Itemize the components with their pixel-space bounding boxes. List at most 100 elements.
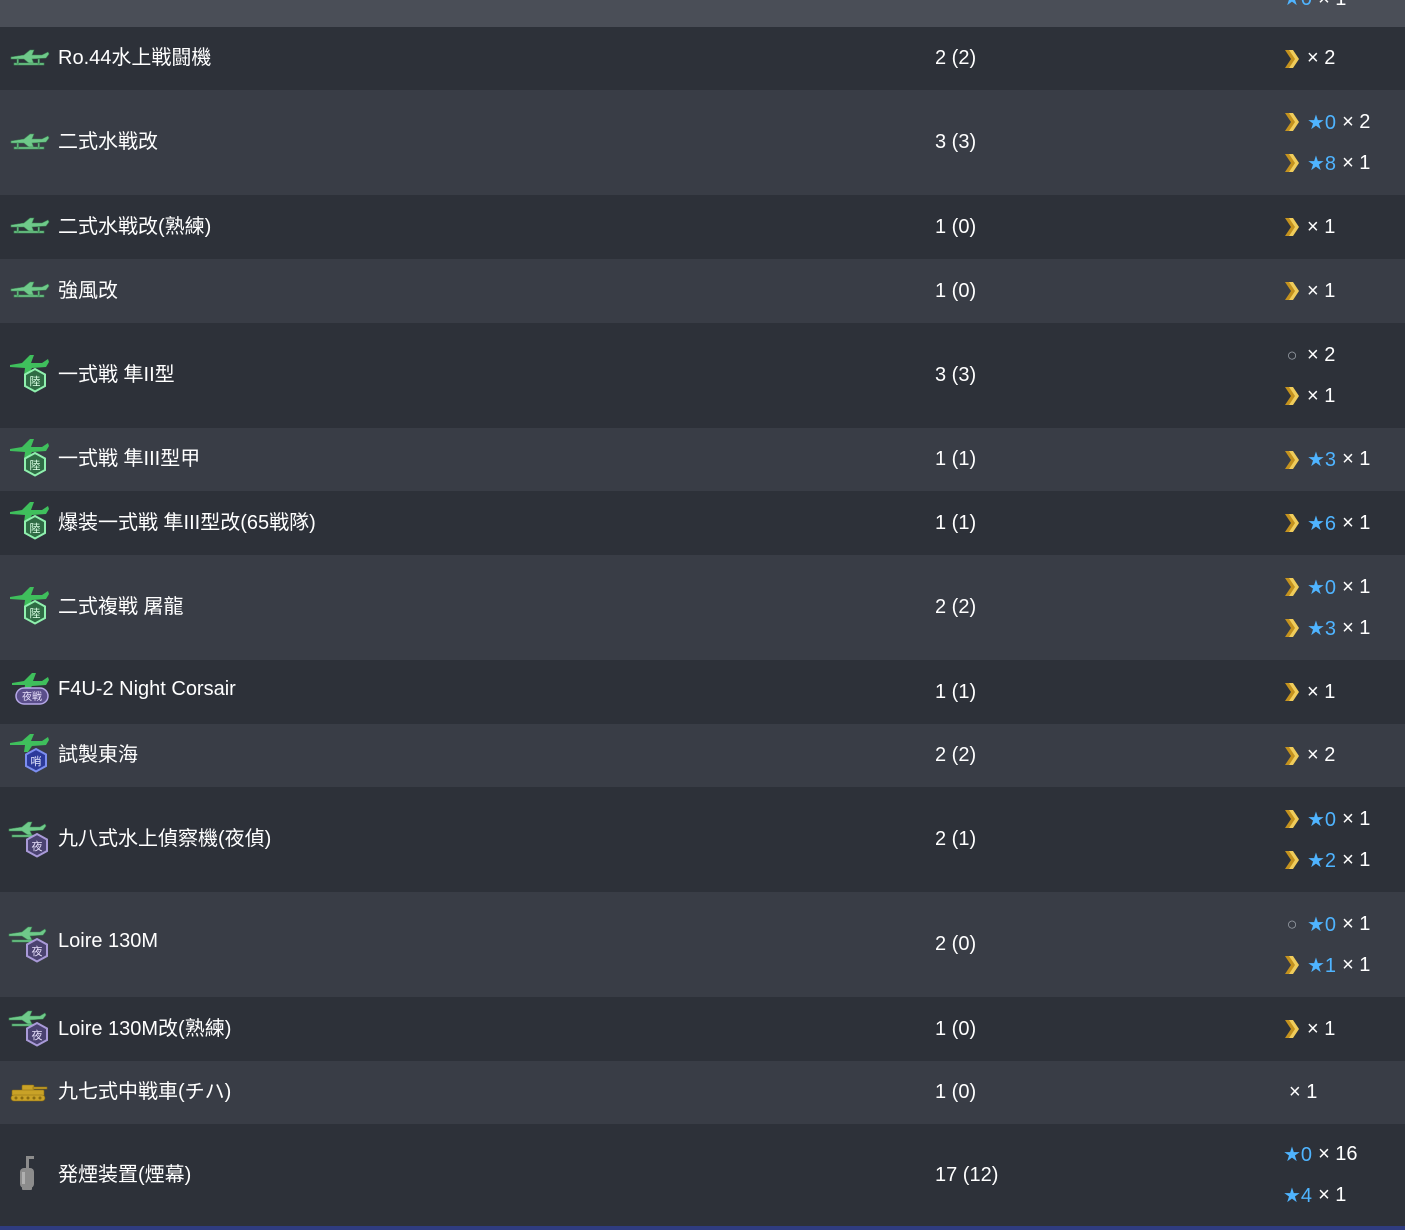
proficiency-line: × 1 bbox=[1283, 376, 1335, 417]
equipment-count: 1 (1) bbox=[935, 511, 977, 534]
proficiency-line: ★0 × 2 bbox=[1283, 102, 1370, 143]
star-level: ★2 bbox=[1307, 849, 1337, 872]
star-level: ★6 bbox=[1307, 512, 1337, 535]
table-row: 強風改 1 (0) × 1 bbox=[0, 259, 1405, 323]
count-multiplier: × 1 bbox=[1342, 511, 1371, 534]
table-row: Ro.44水上戦闘機 2 (2) × 2 bbox=[0, 27, 1405, 90]
proficiency-chevron-icon bbox=[1285, 450, 1299, 469]
svg-text:陸: 陸 bbox=[30, 459, 41, 472]
proficiency-line: ★0× 1 bbox=[1283, 0, 1346, 11]
proficiency-line: ★1 × 1 bbox=[1283, 945, 1370, 986]
proficiency-line: × 1 bbox=[1283, 1072, 1317, 1113]
equipment-count: 2 (0) bbox=[935, 933, 977, 955]
equipment-name-cell: 陸 二式複戦 屠龍 bbox=[0, 555, 184, 660]
count-multiplier: × 1 bbox=[1342, 807, 1371, 830]
equipment-name: 発煙装置(煙幕) bbox=[58, 1163, 192, 1186]
equipment-name: Loire 130M bbox=[58, 930, 159, 952]
equipment-name-cell: 哨 試製東海 bbox=[0, 724, 138, 787]
land-fighter-icon: 陸 bbox=[8, 500, 50, 542]
proficiency-cell: × 2 bbox=[1283, 27, 1335, 90]
night-seaplane-icon: 夜 bbox=[8, 1006, 50, 1048]
count-multiplier: × 1 bbox=[1342, 151, 1371, 174]
equipment-name: Loire 130M改(熟練) bbox=[58, 1017, 232, 1040]
table-row: 夜戦 F4U-2 Night Corsair 1 (1) × 1 bbox=[0, 660, 1405, 724]
table-row: 二式水戦改 3 (3) ★0 × 2 ★8 × 1 bbox=[0, 90, 1405, 195]
equipment-count: 1 (1) bbox=[935, 448, 977, 470]
equipment-name-cell: 二式水戦改 bbox=[0, 90, 158, 195]
table-row: 陸 一式戦 隼II型 3 (3) ○ × 2 × 1 bbox=[0, 323, 1405, 428]
equipment-name: 九八式水上偵察機(夜偵) bbox=[58, 828, 272, 850]
proficiency-cell: × 1 bbox=[1283, 259, 1335, 323]
table-row: 陸二式複戦 屠龍 2 (2) ★0 × 1 ★3 × 1 bbox=[0, 555, 1405, 660]
count-multiplier: × 1 bbox=[1307, 279, 1336, 302]
star-level: ★0 bbox=[1307, 808, 1337, 831]
equipment-count: 1 (0) bbox=[935, 215, 977, 238]
equipment-count: 2 (2) bbox=[935, 744, 977, 766]
table-row: 夜 Loire 130M 2 (0) ○ ★0 × 1 ★1 × 1 bbox=[0, 892, 1405, 997]
equipment-name: 爆装一式戦 隼III型改(65戦隊) bbox=[58, 511, 316, 534]
proficiency-cell: × 1 bbox=[1283, 195, 1335, 259]
equipment-name-cell: 陸 爆装一式戦 隼III型改(65戦隊) bbox=[0, 491, 316, 555]
proficiency-chevron-icon bbox=[1285, 387, 1299, 405]
star-level: ★4 bbox=[1283, 1185, 1313, 1207]
svg-text:夜: 夜 bbox=[32, 839, 43, 853]
proficiency-cell: ★0 × 1 ★3 × 1 bbox=[1283, 555, 1370, 660]
proficiency-cell: ★3 × 1 bbox=[1283, 428, 1370, 491]
bottom-border bbox=[0, 1226, 1405, 1230]
equipment-name-cell: 発煙装置(煙幕) bbox=[0, 1124, 191, 1226]
proficiency-chevron-icon bbox=[1285, 956, 1299, 974]
count-multiplier: × 1 bbox=[1342, 953, 1371, 976]
count-multiplier: × 2 bbox=[1307, 744, 1336, 766]
seaplane-fighter-icon bbox=[8, 36, 50, 78]
star-level: ★0 bbox=[1307, 913, 1337, 936]
proficiency-line: ★8 × 1 bbox=[1283, 143, 1370, 184]
proficiency-chevron-icon bbox=[1285, 810, 1299, 828]
star-level: ★3 bbox=[1307, 449, 1337, 471]
svg-text:陸: 陸 bbox=[30, 375, 41, 388]
equipment-name: 一式戦 隼II型 bbox=[58, 364, 175, 386]
star-level: ★8 bbox=[1307, 152, 1337, 175]
proficiency-line: ○ × 2 bbox=[1283, 335, 1336, 376]
count-multiplier: × 1 bbox=[1318, 0, 1346, 10]
equipment-name: 二式複戦 屠龍 bbox=[58, 596, 184, 618]
night-fighter-icon: 夜戦 bbox=[8, 669, 50, 711]
count-multiplier: × 1 bbox=[1307, 384, 1336, 407]
equipment-name: 九七式中戦車(チハ) bbox=[58, 1081, 232, 1103]
proficiency-chevron-icon bbox=[1285, 113, 1299, 131]
equipment-name: 一式戦 隼III型甲 bbox=[58, 448, 201, 470]
count-multiplier: × 2 bbox=[1342, 110, 1371, 133]
proficiency-line: ★0× 1 bbox=[1283, 567, 1370, 608]
equipment-name: 強風改 bbox=[58, 279, 118, 302]
equipment-count: 1 (0) bbox=[935, 1017, 977, 1040]
proficiency-cell: ○ ★0 × 1 ★1 × 1 bbox=[1283, 892, 1370, 997]
table-row: 哨 試製東海 2 (2) × 2 bbox=[0, 724, 1405, 787]
star-level: ★3 bbox=[1307, 617, 1337, 640]
seaplane-fighter-icon bbox=[8, 268, 50, 310]
equipment-count: 1 (0) bbox=[935, 279, 977, 302]
table-row: 二式水戦改(熟練) 1 (0) × 1 bbox=[0, 195, 1405, 259]
equipment-count: 1 (0) bbox=[935, 1081, 977, 1103]
proficiency-line: × 2 bbox=[1283, 38, 1335, 79]
equipment-name-cell: 夜 Loire 130M bbox=[0, 892, 158, 997]
proficiency-chevron-icon bbox=[1285, 218, 1299, 236]
proficiency-cell: ★6 × 1 bbox=[1283, 491, 1370, 555]
table-row: 陸 一式戦 隼III型甲 1 (1) ★3 × 1 bbox=[0, 428, 1405, 491]
table-row: 陸 爆装一式戦 隼III型改(65戦隊) 1 (1) ★6 × 1 bbox=[0, 491, 1405, 555]
proficiency-cell: ★0 × 16 ★4 × 1 bbox=[1283, 1124, 1358, 1226]
proficiency-line: ○ ★0 × 1 bbox=[1283, 904, 1371, 945]
star-level: ★1 bbox=[1307, 954, 1337, 977]
proficiency-none-icon: ○ bbox=[1286, 344, 1298, 365]
proficiency-cell: × 2 bbox=[1283, 724, 1335, 787]
proficiency-line: × 1 bbox=[1283, 1009, 1335, 1050]
proficiency-line: ★6 × 1 bbox=[1283, 503, 1370, 544]
proficiency-chevron-icon bbox=[1285, 746, 1299, 765]
equipment-name: 二式水戦改 bbox=[58, 131, 158, 153]
equipment-name-cell: 夜 九八式水上偵察機(夜偵) bbox=[0, 787, 271, 892]
table-row: 夜 Loire 130M改(熟練) 1 (0) × 1 bbox=[0, 997, 1405, 1061]
table-row-partial: ★0 × 1 bbox=[0, 0, 1405, 27]
land-fighter-icon: 陸 bbox=[8, 437, 50, 479]
equipment-count: 3 (3) bbox=[935, 364, 977, 386]
proficiency-line: ★0 × 16 bbox=[1283, 1134, 1358, 1175]
equipment-count: 3 (3) bbox=[935, 131, 977, 153]
